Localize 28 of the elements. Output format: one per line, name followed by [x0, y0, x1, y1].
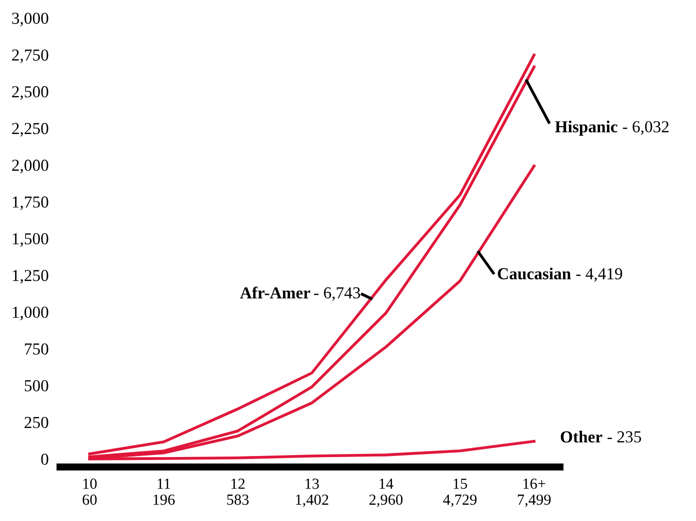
- y-tick-label: 2,750: [12, 49, 48, 64]
- y-tick-label: 250: [24, 416, 48, 428]
- y-tick-label: 1,500: [12, 233, 48, 247]
- annotation: - 6,743: [314, 287, 360, 301]
- y-tick-label: 2,000: [12, 160, 48, 174]
- y-tick-label: 1,250: [12, 270, 48, 284]
- x-tick-label: 11 196: [154, 478, 175, 505]
- text: - 6,032: [622, 121, 669, 135]
- series-label: Other: [560, 430, 602, 443]
- x-tick-label: 16+ 7,499: [518, 478, 551, 508]
- x-tick-label: 10 60: [82, 478, 97, 505]
- y-tick-label: 750: [24, 343, 48, 355]
- x-tick-label: 14 2,960: [369, 478, 403, 508]
- y-tick-label: 2,500: [12, 86, 48, 100]
- text: - 4,419: [576, 268, 622, 282]
- y-tick-label: 0: [41, 454, 48, 465]
- text: - 235: [608, 431, 642, 443]
- y-tick-label: 500: [24, 380, 48, 392]
- y-tick-label: 1,750: [12, 196, 48, 210]
- x-tick-label: 13 1,402: [296, 478, 328, 508]
- series-label: Caucasian: [498, 268, 571, 280]
- y-tick-label: 3,000: [12, 12, 48, 26]
- y-tick-label: 2,250: [12, 122, 48, 137]
- y-tick-label: 1,000: [12, 306, 48, 320]
- text: Hispanic: [555, 120, 618, 136]
- x-tick-label: 12 583: [227, 478, 249, 505]
- text: Afr-Amer: [240, 286, 310, 298]
- x-tick-label: 15 4,729: [443, 478, 477, 508]
